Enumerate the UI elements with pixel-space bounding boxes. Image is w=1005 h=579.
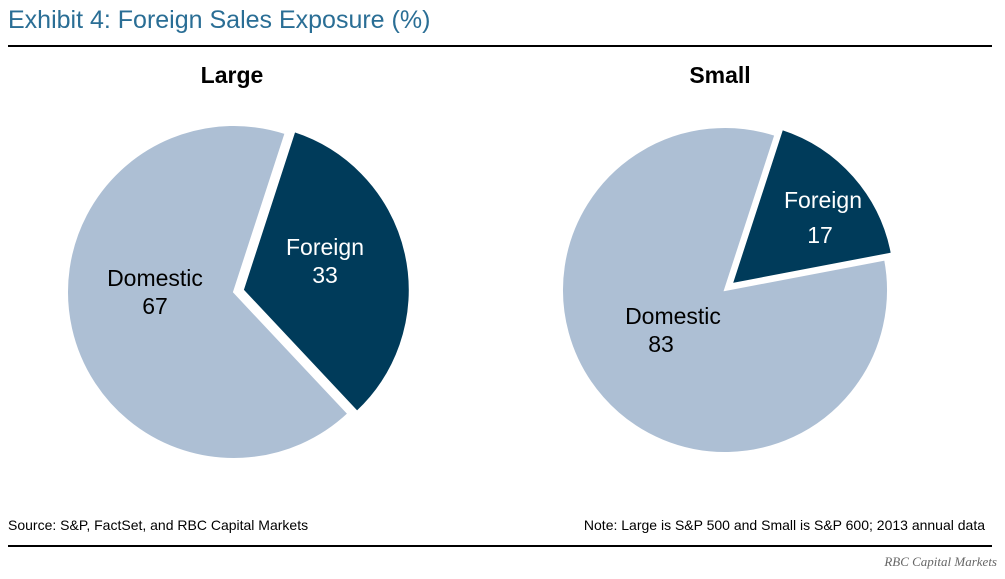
bottom-rule	[8, 545, 992, 547]
pie-large-foreign-value: 33	[312, 262, 338, 288]
pie-large-domestic-slice	[66, 123, 350, 460]
pie-large-foreign-label: Foreign	[286, 234, 364, 260]
chart-footnote: Note: Large is S&P 500 and Small is S&P …	[583, 517, 985, 533]
exhibit-title: Exhibit 4: Foreign Sales Exposure (%)	[8, 6, 431, 34]
pie-large: Large Domestic 67 Foreign 33	[66, 62, 411, 460]
pie-small: Small Domestic 83 Foreign 17	[560, 62, 894, 455]
pie-small-foreign-slice	[730, 127, 894, 286]
pie-small-domestic-value: 83	[648, 331, 674, 357]
pie-small-domestic-label: Domestic	[625, 303, 721, 329]
pie-small-title: Small	[689, 62, 750, 88]
pie-small-foreign-value: 17	[807, 222, 833, 248]
pie-small-domestic-slice	[560, 126, 889, 455]
pie-large-foreign-slice	[241, 129, 411, 414]
source-note: Source: S&P, FactSet, and RBC Capital Ma…	[8, 517, 309, 533]
pie-small-foreign-label: Foreign	[784, 187, 862, 213]
pie-large-title: Large	[201, 62, 264, 88]
pie-large-domestic-value: 67	[142, 293, 168, 319]
top-rule	[8, 45, 992, 47]
brand-watermark: RBC Capital Markets	[884, 554, 997, 569]
pie-large-domestic-label: Domestic	[107, 265, 203, 291]
pie-charts: Large Domestic 67 Foreign 33 Small Domes…	[66, 62, 894, 460]
